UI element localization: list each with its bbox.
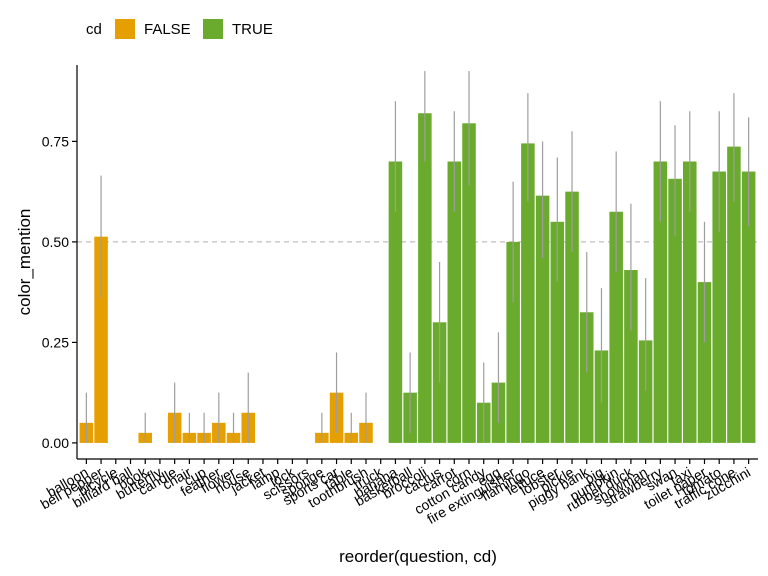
y-tick-label: 0.50 — [42, 234, 69, 250]
bar-rubber-duck — [624, 270, 638, 443]
y-tick-label: 0.25 — [42, 334, 69, 350]
bar-tomato — [712, 171, 726, 443]
legend-label-false: FALSE — [144, 21, 191, 38]
bar-lobster — [550, 221, 565, 443]
bar-carrot — [447, 161, 462, 443]
y-tick-label: 0.75 — [42, 133, 69, 149]
bar-traffic-cone — [727, 146, 741, 443]
legend-label-true: TRUE — [232, 21, 273, 38]
bar-corn — [462, 123, 476, 443]
bar-zucchini — [741, 171, 756, 443]
y-tick-label: 0.00 — [42, 435, 69, 451]
bar-taxi — [683, 161, 697, 443]
bar-fire-extinguisher — [506, 241, 520, 443]
bar-lettuce — [535, 195, 550, 443]
legend: cd FALSE TRUE — [86, 19, 273, 39]
x-axis-title: reorder(question, cd) — [339, 547, 497, 566]
legend-title: cd — [86, 21, 102, 38]
bar-broccoli — [418, 113, 432, 443]
bar-snowman — [638, 340, 653, 443]
bar-swan — [668, 178, 682, 443]
bar-piggy-bank — [579, 312, 594, 443]
bar-strawberry — [653, 161, 668, 443]
legend-swatch-true — [203, 19, 223, 39]
y-axis-title: color_mention — [15, 209, 34, 316]
bar-bell-pepper — [94, 236, 108, 443]
legend-swatch-false — [115, 19, 135, 39]
bar-toilet-paper — [697, 282, 712, 443]
y-ticks: 0.00 0.25 0.50 0.75 — [42, 133, 77, 451]
bars-layer — [79, 113, 756, 443]
bar-flamingo — [521, 143, 535, 443]
bar-pickle — [565, 191, 579, 443]
bar-pumpkin — [609, 211, 623, 443]
bar-banana — [388, 161, 403, 443]
errorbars-layer — [85, 71, 750, 443]
